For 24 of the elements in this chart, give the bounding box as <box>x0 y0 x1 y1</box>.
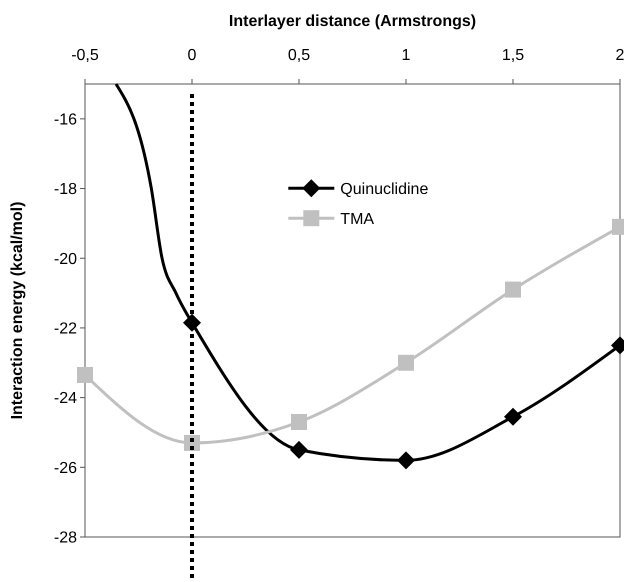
y-tick-label: -24 <box>54 390 78 408</box>
point <box>77 366 93 383</box>
y-tick-label: -18 <box>54 181 78 198</box>
y-tick-label: -22 <box>54 320 78 338</box>
point <box>290 440 308 459</box>
x-tick-label: 1 <box>402 47 411 64</box>
x-tick-label: -0,5 <box>71 47 99 64</box>
x-axis-title: Interlayer distance (Armstrongs) <box>228 13 476 30</box>
point <box>505 282 521 298</box>
x-tick-label: 1,5 <box>502 47 524 64</box>
y-axis-title: Interaction energy (kcal/mol) <box>9 202 26 420</box>
y-tick-label: -16 <box>54 111 78 128</box>
y-tick-label: -20 <box>54 250 78 268</box>
point <box>398 354 414 371</box>
x-tick-label: 0 <box>188 47 197 64</box>
legend-label: TMA <box>340 210 374 228</box>
x-tick-label: 2 <box>616 47 624 64</box>
legend-label: Quinuclidine <box>340 180 428 198</box>
point <box>291 414 307 430</box>
y-tick-label: -28 <box>54 530 78 547</box>
point <box>397 451 415 470</box>
x-tick-label: 0,5 <box>288 47 310 64</box>
y-tick-label: -26 <box>54 460 78 477</box>
point <box>504 408 522 426</box>
